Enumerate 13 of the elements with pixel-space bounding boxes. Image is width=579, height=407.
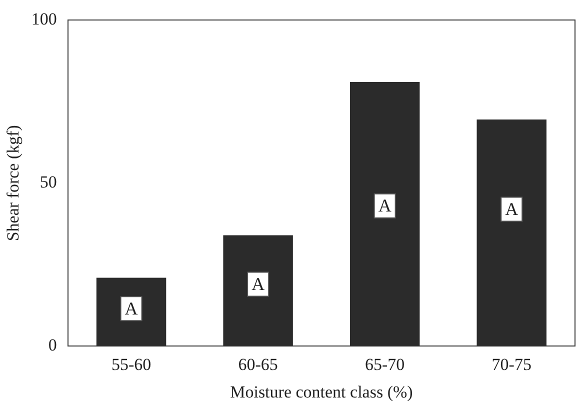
x-tick-label: 70-75 [492,354,532,374]
annotation: A [378,196,392,216]
annotation: A [505,198,518,219]
y-axis-title: Shear force (kgf) [4,125,23,242]
annotation: A [252,274,265,294]
x-axis-title: Moisture content class (%) [230,382,413,402]
y-tick-label: 0 [48,336,57,355]
x-tick-label: 55-60 [111,354,152,374]
y-tick-label: 100 [31,9,57,28]
y-tick-label: 50 [40,172,57,192]
x-tick-label: 65-70 [365,354,405,374]
annotation: A [124,298,138,318]
x-tick-label: 60-65 [238,354,278,374]
